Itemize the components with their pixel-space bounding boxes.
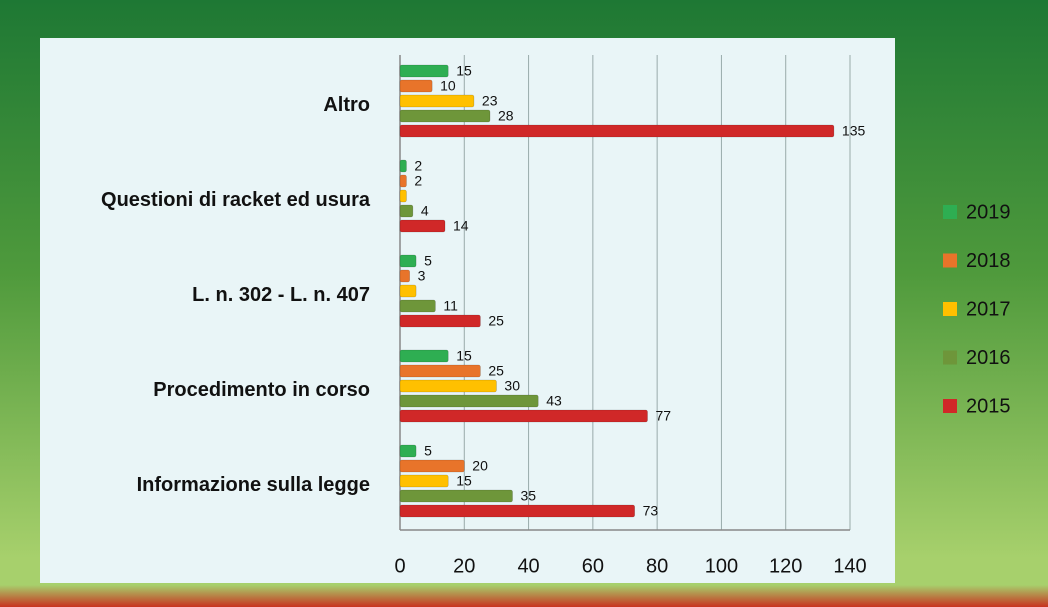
bar [399,394,539,408]
bar [399,79,433,93]
data-label: 14 [453,218,469,234]
x-tick-label: 140 [833,555,866,577]
x-tick-label: 60 [582,555,604,577]
x-tick-label: 120 [769,555,802,577]
x-tick-label: 100 [705,555,738,577]
legend-label: 2019 [966,201,1011,223]
bar [399,314,481,328]
bar [399,364,481,378]
bar [399,124,835,138]
data-label: 4 [421,203,429,219]
data-label: 11 [443,298,458,314]
bar [399,254,417,268]
bar [399,204,414,218]
legend-swatch [943,302,957,316]
data-label: 25 [488,313,504,329]
data-label: 73 [643,503,659,519]
data-label: 15 [456,473,472,489]
bar [399,504,635,518]
data-label: 30 [504,378,520,394]
bar [399,474,449,488]
category-label: Informazione sulla legge [137,474,370,496]
bar [399,159,407,173]
bar [399,489,513,503]
data-label: 10 [440,78,456,94]
category-label: Procedimento in corso [153,379,370,401]
bar [399,409,648,423]
legend-label: 2017 [966,298,1011,320]
bar [399,64,449,78]
data-label: 135 [842,123,866,139]
data-label: 5 [424,253,432,269]
data-label: 15 [456,348,472,364]
bar [399,94,475,108]
category-label: Altro [323,94,370,116]
x-tick-label: 0 [394,555,405,577]
x-tick-label: 40 [517,555,539,577]
category-label: L. n. 302 - L. n. 407 [192,284,370,306]
data-label: 5 [424,443,432,459]
bar [399,444,417,458]
data-label: 2 [414,173,422,189]
legend-swatch [943,205,957,219]
bar [399,219,446,233]
legend-label: 2016 [966,347,1011,369]
legend-swatch [943,253,957,268]
x-tick-label: 80 [646,555,668,577]
legend-swatch [943,399,957,413]
data-label: 2 [414,158,422,174]
legend-label: 2015 [966,395,1011,417]
bar [399,174,407,188]
bar [399,379,497,393]
bar [399,349,449,363]
legend-label: 2018 [966,250,1011,272]
data-label: 15 [456,63,472,79]
bar [399,109,491,123]
bar [399,189,407,203]
data-label: 23 [482,93,498,109]
data-label: 20 [472,458,488,474]
bar [399,459,465,473]
bar [399,284,417,298]
data-label: 3 [418,268,426,284]
category-label: Questioni di racket ed usura [101,189,371,211]
x-tick-label: 20 [453,555,475,577]
data-label: 43 [546,393,562,409]
bar [399,299,436,313]
data-label: 77 [656,408,672,424]
legend-swatch [943,350,957,365]
data-label: 28 [498,108,514,124]
bar [399,269,410,283]
data-label: 25 [488,363,504,379]
data-label: 35 [521,488,537,504]
